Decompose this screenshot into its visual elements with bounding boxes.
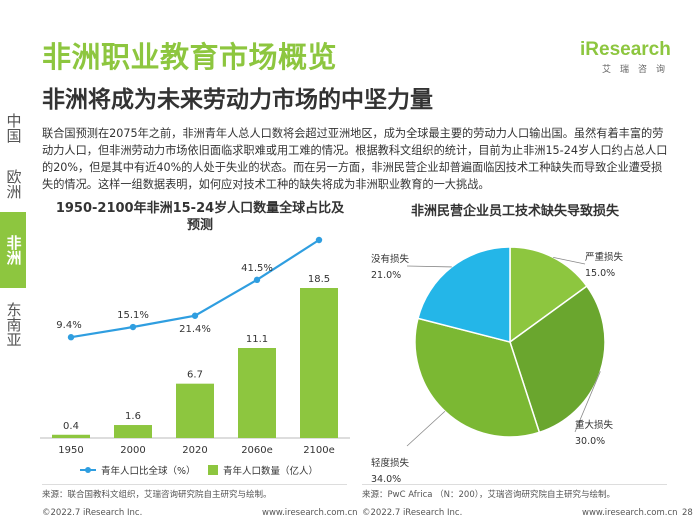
- pie-slice-label: 严重损失: [585, 251, 624, 263]
- footer-copyright-left: ©2022.7 iResearch Inc.: [42, 508, 143, 518]
- pie-slice: [414, 317, 541, 438]
- share-point: [253, 276, 261, 284]
- pie-slice-percent: 21.0%: [371, 270, 401, 281]
- page-subtitle: 非洲将成为未来劳动力市场的中坚力量: [42, 87, 433, 113]
- population-bar: [176, 383, 214, 438]
- sidebar-item-label: 欧洲: [4, 169, 23, 199]
- share-point: [191, 312, 199, 319]
- pie-slice: [417, 246, 511, 343]
- iresearch-logo: iResearch 艾瑞咨询: [580, 39, 675, 76]
- logo-subtext: 艾瑞咨询: [602, 65, 675, 75]
- pie-slice-percent: 30.0%: [575, 436, 605, 447]
- pie-slice-percent: 15.0%: [585, 268, 615, 279]
- region-sidebar: 中国 欧洲 非洲 东南亚: [0, 100, 26, 360]
- loss-pie-chart: 严重损失 15.0% 重大损失 30.0% 轻度损失 34.0% 没有损失 21.0%: [371, 246, 624, 482]
- intro-paragraph: 联合国预测在2075年之前，非洲青年人总人口数将会超过亚洲地区，成为全球最主要的…: [42, 127, 668, 191]
- logo-text: iResearch: [580, 39, 671, 60]
- sidebar-item-label: 非洲: [4, 235, 23, 265]
- share-value-label: 9.4%: [56, 320, 81, 331]
- share-value-label: 63.8%: [303, 232, 335, 234]
- footer-url-right[interactable]: www.iresearch.com.cn: [582, 508, 678, 518]
- share-point: [67, 334, 75, 341]
- pie-slice-percent: 34.0%: [371, 474, 401, 482]
- sidebar-item-africa[interactable]: 非洲: [0, 212, 26, 288]
- pie-slice-label: 没有损失: [371, 253, 410, 265]
- footer-copyright-right: ©2022.7 iResearch Inc.: [362, 508, 463, 518]
- footer-url-left[interactable]: www.iresearch.com.cn: [262, 508, 358, 518]
- pie-slice-label: 重大损失: [575, 419, 614, 431]
- bar-value-label: 11.1: [246, 334, 268, 345]
- sidebar-item-southeast-asia[interactable]: 东南亚: [0, 288, 26, 360]
- population-bar: [114, 425, 152, 438]
- right-source-note: 来源：PwC Africa （N：200），艾瑞咨询研究院自主研究与绘制。: [362, 490, 615, 500]
- pie-leader-line: [406, 265, 452, 268]
- population-bar: [52, 434, 90, 438]
- share-value-label: 15.1%: [117, 310, 149, 321]
- pie-leader-line: [553, 256, 586, 265]
- share-line: [70, 239, 320, 339]
- bar-value-label: 18.5: [308, 274, 330, 285]
- source-divider-right: [362, 484, 667, 485]
- share-value-label: 21.4%: [179, 324, 211, 335]
- x-tick-label: 2060e: [241, 445, 273, 456]
- population-bar: [300, 288, 338, 438]
- left-source-note: 来源：联合国教科文组织，艾瑞咨询研究院自主研究与绘制。: [42, 490, 272, 500]
- left-chart-title: 1950-2100年非洲15-24岁人口数量全球占比及预测: [55, 201, 345, 233]
- page-title: 非洲职业教育市场概览: [42, 40, 338, 74]
- pie-leader-line: [406, 410, 446, 447]
- bar-value-label: 6.7: [187, 370, 203, 381]
- x-tick-label: 2000: [120, 445, 145, 456]
- sidebar-item-label: 东南亚: [4, 301, 23, 347]
- share-value-label: 41.5%: [241, 263, 273, 274]
- bar-value-label: 0.4: [63, 421, 79, 432]
- source-divider-left: [42, 484, 347, 485]
- right-chart-title: 非洲民营企业员工技术缺失导致损失: [410, 204, 619, 219]
- sidebar-item-china[interactable]: 中国: [0, 100, 26, 156]
- legend-bar-swatch: [208, 465, 218, 475]
- population-combo-chart: 0.4 1950 1.6 2000 6.7 2020 11.1 2060e 18.5 2100e 9…: [40, 232, 350, 477]
- x-tick-label: 2020: [182, 445, 207, 456]
- x-tick-label: 2100e: [303, 445, 335, 456]
- pie-leader-line: [574, 371, 601, 433]
- population-bar: [238, 348, 276, 438]
- bar-value-label: 1.6: [125, 411, 141, 422]
- sidebar-item-label: 中国: [4, 113, 23, 143]
- legend-bar-label: 青年人口数量（亿人）: [223, 465, 318, 477]
- share-point: [129, 323, 137, 331]
- pie-slice-label: 轻度损失: [371, 457, 410, 469]
- legend-line-marker: [85, 467, 91, 473]
- page-number: 28: [682, 508, 693, 518]
- share-point: [315, 236, 323, 244]
- sidebar-item-europe[interactable]: 欧洲: [0, 156, 26, 212]
- x-tick-label: 1950: [58, 445, 83, 456]
- legend-line-label: 青年人口比全球（%）: [101, 465, 196, 477]
